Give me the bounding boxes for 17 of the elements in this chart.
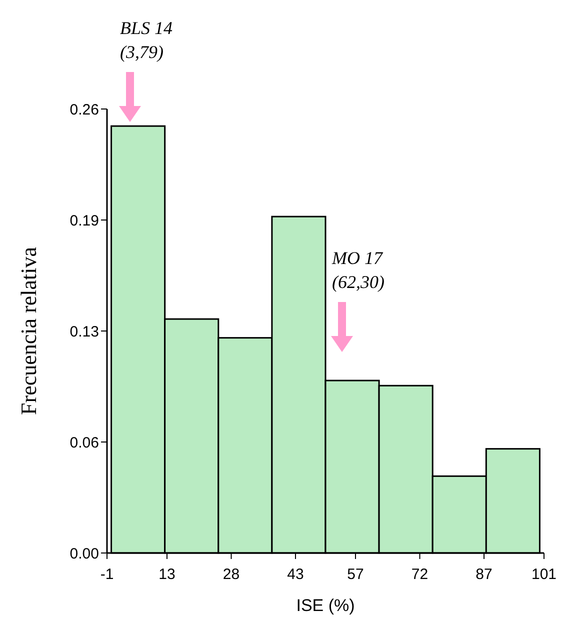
x-tick-label: 101	[531, 566, 557, 583]
x-tick-label: 43	[287, 566, 304, 583]
y-tick-label: 0.19	[70, 212, 99, 230]
annotation: MO 17 (62,30)	[331, 248, 384, 292]
y-tick-label: 0.06	[70, 434, 99, 452]
y-tick-label: 0.26	[70, 101, 99, 118]
x-tick-label: 57	[347, 566, 364, 583]
y-tick-label: 0.13	[70, 323, 99, 340]
y-tick-label: 0.00	[70, 545, 99, 562]
x-tick-label: 13	[158, 566, 176, 583]
x-axis-title: ISE (%)	[296, 596, 355, 615]
y-axis-title: Frecuencia relativa	[16, 246, 41, 415]
x-tick-label: 87	[476, 566, 492, 583]
x-tick-label: 72	[411, 566, 428, 583]
text: BLS 14 (3,79)	[120, 18, 173, 62]
x-tick-label: -1	[100, 566, 114, 583]
x-tick-label: 28	[222, 566, 240, 583]
